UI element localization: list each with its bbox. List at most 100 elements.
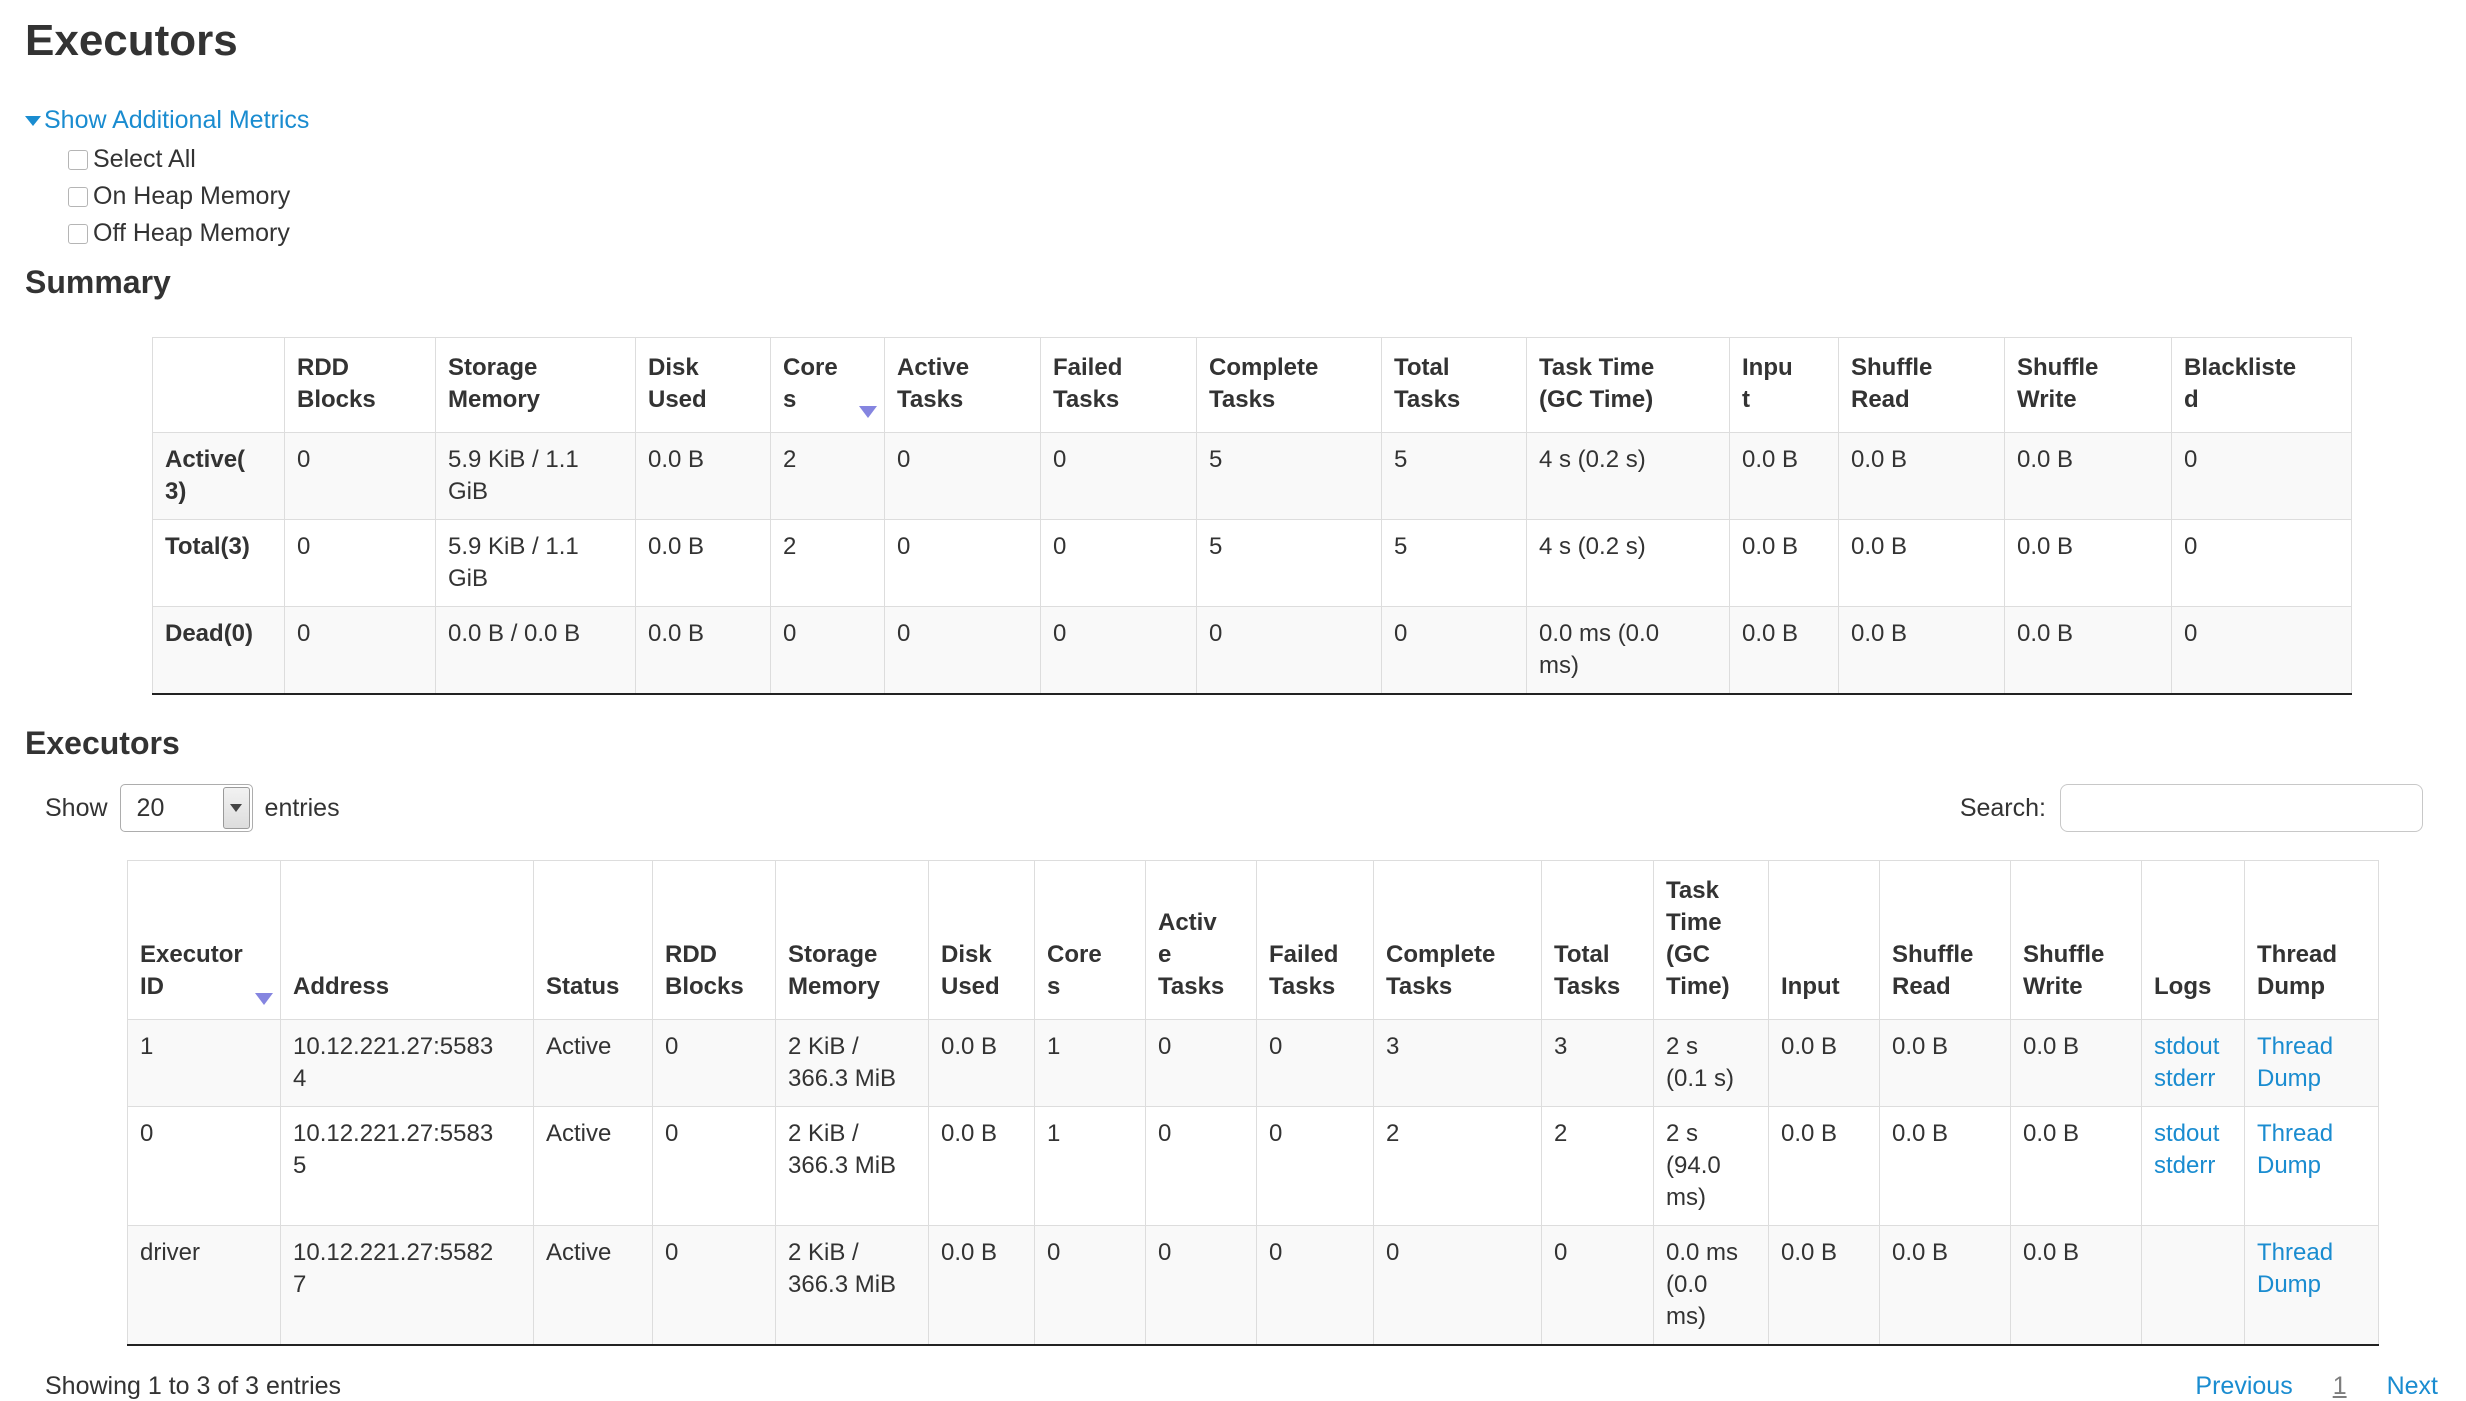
thread-dump-link[interactable]: Thread Dump bbox=[2257, 1120, 2334, 1179]
column-header-thread-dump[interactable]: Thread Dump bbox=[2244, 860, 2379, 1020]
column-header-rdd-blocks[interactable]: RDD Blocks bbox=[652, 860, 776, 1020]
executor-cell-executor-id: driver bbox=[127, 1225, 281, 1346]
select-dropdown-button[interactable] bbox=[222, 787, 250, 829]
executor-cell-input: 0.0 B bbox=[1768, 1106, 1880, 1226]
thread-dump-link[interactable]: Thread Dump bbox=[2257, 1033, 2334, 1092]
pagination-page-1[interactable]: 1 bbox=[2332, 1372, 2347, 1400]
executor-cell-thread-dump: Thread Dump bbox=[2244, 1019, 2379, 1107]
executor-cell-shuffle-read: 0.0 B bbox=[1879, 1106, 2011, 1226]
column-header-shuffle-read[interactable]: Shuffle Read bbox=[1838, 337, 2005, 433]
summary-cell-shuffle-write: 0.0 B bbox=[2004, 519, 2172, 607]
summary-cell-complete-tasks: 0 bbox=[1196, 606, 1382, 695]
stdout-log-link[interactable]: stdout bbox=[2154, 1120, 2220, 1147]
column-header-blacklisted[interactable]: Blacklisted bbox=[2171, 337, 2352, 433]
summary-cell-disk-used: 0.0 B bbox=[635, 432, 771, 520]
column-header-complete-tasks[interactable]: Complete Tasks bbox=[1196, 337, 1382, 433]
pagination-previous-button[interactable]: Previous bbox=[2195, 1372, 2293, 1400]
checkbox-row-select-all[interactable]: Select All bbox=[68, 141, 2466, 178]
column-header-failed-tasks[interactable]: Failed Tasks bbox=[1256, 860, 1374, 1020]
checkbox-row-off-heap-memory[interactable]: Off Heap Memory bbox=[68, 215, 2466, 252]
thread-dump-link[interactable]: Thread Dump bbox=[2257, 1239, 2334, 1298]
summary-cell-shuffle-read: 0.0 B bbox=[1838, 432, 2005, 520]
summary-row-dead-0: Dead(0) 0 0.0 B / 0.0 B 0.0 B 0 0 0 0 0 0.0 ms (0… bbox=[152, 606, 2352, 695]
summary-cell-shuffle-write: 0.0 B bbox=[2004, 606, 2172, 695]
executor-cell-logs: stdout stderr bbox=[2141, 1019, 2245, 1107]
column-header-active-tasks[interactable]: Active Tasks bbox=[1145, 860, 1257, 1020]
column-header-total-tasks[interactable]: Total Tasks bbox=[1541, 860, 1654, 1020]
summary-heading: Summary bbox=[25, 264, 171, 300]
column-header-failed-tasks[interactable]: Failed Tasks bbox=[1040, 337, 1197, 433]
column-header-total-tasks[interactable]: Total Tasks bbox=[1381, 337, 1527, 433]
executor-cell-shuffle-write: 0.0 B bbox=[2010, 1225, 2142, 1346]
column-header-input[interactable]: Input bbox=[1729, 337, 1839, 433]
executor-cell-cores: 0 bbox=[1034, 1225, 1146, 1346]
summary-cell-storage-memory: 0.0 B / 0.0 B bbox=[435, 606, 636, 695]
off-heap-memory-checkbox[interactable] bbox=[68, 223, 88, 244]
executor-cell-total-tasks: 3 bbox=[1541, 1019, 1654, 1107]
column-header-active-tasks[interactable]: Active Tasks bbox=[884, 337, 1041, 433]
summary-cell-task-time-gc-time: 0.0 ms (0.0 ms) bbox=[1526, 606, 1730, 695]
executor-cell-disk-used: 0.0 B bbox=[928, 1106, 1035, 1226]
column-header-complete-tasks[interactable]: Complete Tasks bbox=[1373, 860, 1542, 1020]
search-label: Search: bbox=[1959, 793, 2046, 822]
column-header-disk-used[interactable]: Disk Used bbox=[635, 337, 771, 433]
summary-cell-cores: 0 bbox=[770, 606, 885, 695]
column-header-shuffle-read[interactable]: Shuffle Read bbox=[1879, 860, 2011, 1020]
executors-table: Executor ID Address Status RDD Blocks Storag… bbox=[127, 860, 2379, 1346]
search-input[interactable] bbox=[2060, 784, 2423, 832]
executor-cell-address: 10.12.221.27:55835 bbox=[280, 1106, 534, 1226]
column-header-input[interactable]: Input bbox=[1768, 860, 1880, 1020]
column-header-storage-memory[interactable]: Storage Memory bbox=[775, 860, 929, 1020]
column-header-shuffle-write[interactable]: Shuffle Write bbox=[2004, 337, 2172, 433]
search-control: Search: bbox=[1960, 784, 2423, 832]
executor-cell-thread-dump: Thread Dump bbox=[2244, 1225, 2379, 1346]
summary-cell-shuffle-write: 0.0 B bbox=[2004, 432, 2172, 520]
column-header-storage-memory[interactable]: Storage Memory bbox=[435, 337, 636, 433]
on-heap-memory-checkbox[interactable] bbox=[68, 186, 88, 207]
summary-cell-cores: 2 bbox=[770, 519, 885, 607]
entries-select[interactable]: 20 bbox=[119, 784, 253, 832]
column-header-disk-used[interactable]: Disk Used bbox=[928, 860, 1035, 1020]
executor-cell-failed-tasks: 0 bbox=[1256, 1106, 1374, 1226]
column-header-cores[interactable]: Cores bbox=[770, 337, 885, 433]
column-header-status[interactable]: Status bbox=[533, 860, 653, 1020]
select-all-checkbox[interactable] bbox=[68, 149, 88, 170]
summary-cell-input: 0.0 B bbox=[1729, 519, 1839, 607]
stderr-log-link[interactable]: stderr bbox=[2154, 1152, 2216, 1179]
column-header-logs[interactable]: Logs bbox=[2141, 860, 2245, 1020]
column-header-rdd-blocks[interactable]: RDD Blocks bbox=[284, 337, 436, 433]
executors-table-controls: Show 20 entries Search: bbox=[45, 784, 2423, 832]
summary-cell-complete-tasks: 5 bbox=[1196, 519, 1382, 607]
column-header-shuffle-write[interactable]: Shuffle Write bbox=[2010, 860, 2142, 1020]
show-label: Show bbox=[45, 793, 108, 822]
metrics-checkbox-list: Select All On Heap Memory Off Heap Memor… bbox=[68, 141, 2466, 252]
summary-cell-complete-tasks: 5 bbox=[1196, 432, 1382, 520]
show-additional-metrics-toggle[interactable]: Show Additional Metrics bbox=[25, 106, 2466, 135]
summary-cell-storage-memory: 5.9 KiB / 1.1 GiB bbox=[435, 432, 636, 520]
executor-cell-cores: 1 bbox=[1034, 1019, 1146, 1107]
column-header-executor-id[interactable]: Executor ID bbox=[127, 860, 281, 1020]
column-header-address[interactable]: Address bbox=[280, 860, 534, 1020]
stderr-log-link[interactable]: stderr bbox=[2154, 1065, 2216, 1092]
executor-cell-address: 10.12.221.27:55827 bbox=[280, 1225, 534, 1346]
show-additional-metrics-label: Show Additional Metrics bbox=[44, 106, 310, 134]
executor-cell-executor-id: 1 bbox=[127, 1019, 281, 1107]
column-header-task-time-gc-time[interactable]: Task Time (GC Time) bbox=[1653, 860, 1769, 1020]
summary-cell-total-tasks: 5 bbox=[1381, 432, 1527, 520]
stdout-log-link[interactable]: stdout bbox=[2154, 1033, 2220, 1060]
pagination-next-button[interactable]: Next bbox=[2386, 1372, 2438, 1400]
checkbox-row-on-heap-memory[interactable]: On Heap Memory bbox=[68, 178, 2466, 215]
executor-cell-rdd-blocks: 0 bbox=[652, 1225, 776, 1346]
summary-row-label: Active(3) bbox=[152, 432, 285, 520]
column-header-task-time-gc-time[interactable]: Task Time (GC Time) bbox=[1526, 337, 1730, 433]
executor-cell-task-time: 2 s (0.1 s) bbox=[1653, 1019, 1769, 1107]
executor-cell-shuffle-read: 0.0 B bbox=[1879, 1019, 2011, 1107]
summary-cell-failed-tasks: 0 bbox=[1040, 606, 1197, 695]
summary-cell-task-time-gc-time: 4 s (0.2 s) bbox=[1526, 519, 1730, 607]
executors-table-footer: Showing 1 to 3 of 3 entries Previous 1 N… bbox=[45, 1372, 2438, 1401]
executor-cell-total-tasks: 2 bbox=[1541, 1106, 1654, 1226]
summary-cell-active-tasks: 0 bbox=[884, 432, 1041, 520]
column-header-cores[interactable]: Cores bbox=[1034, 860, 1146, 1020]
column-header-row-label[interactable] bbox=[152, 337, 285, 433]
